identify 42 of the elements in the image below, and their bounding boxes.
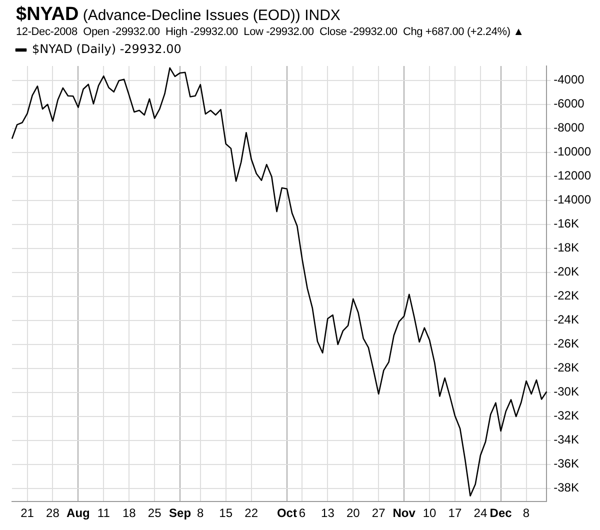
x-tick-label: 21 xyxy=(20,506,34,520)
y-tick-label: -34K xyxy=(554,432,579,447)
legend-label: $NYAD (Daily) -29932.00 xyxy=(32,42,182,56)
x-tick-label: 6 xyxy=(298,506,306,520)
x-tick-label: 8 xyxy=(522,506,530,520)
y-tick-label: -24K xyxy=(554,312,579,327)
x-tick-label: 25 xyxy=(148,506,162,520)
y-tick-label: -4000 xyxy=(554,72,585,87)
x-tick-label: 28 xyxy=(46,506,60,520)
y-tick-label: -16K xyxy=(554,216,579,231)
y-tick-label: -26K xyxy=(554,336,579,351)
y-tick-label: -8000 xyxy=(554,120,585,135)
chart-subtitle: 12-Dec-2008 Open -29932.00 High -29932.00 Low -29932.00 Close -29932.00 Chg +687.00 (+2.24%) ▲ xyxy=(16,26,524,38)
y-tick-label: -30K xyxy=(554,384,579,399)
y-tick-label: -10000 xyxy=(554,144,592,159)
x-tick-label: Oct xyxy=(276,506,297,520)
x-tick-label: 18 xyxy=(122,506,136,520)
x-tick-label: Nov xyxy=(392,506,416,520)
y-tick-label: -12000 xyxy=(554,168,592,183)
y-tick-label: -22K xyxy=(554,288,579,303)
y-tick-label: -32K xyxy=(554,408,579,423)
chart-title: $NYAD (Advance-Decline Issues (EOD)) INDX xyxy=(16,4,340,26)
x-tick-label: 11 xyxy=(97,506,110,520)
y-tick-label: -6000 xyxy=(554,96,585,111)
y-tick-label: -36K xyxy=(554,456,579,471)
x-tick-label: 8 xyxy=(197,506,204,520)
x-tick-label: Dec xyxy=(490,506,512,520)
y-tick-label: -38K xyxy=(554,480,579,495)
x-tick-label: 27 xyxy=(372,506,386,520)
y-tick-label: -28K xyxy=(554,360,579,375)
x-tick-label: 10 xyxy=(422,506,437,520)
x-tick-label: 24 xyxy=(474,506,488,520)
x-tick-label: Aug xyxy=(66,506,90,520)
x-tick-label: Sep xyxy=(169,506,192,520)
y-tick-label: -14000 xyxy=(554,192,592,207)
x-tick-label: 15 xyxy=(219,506,233,520)
x-tick-label: 13 xyxy=(321,506,335,520)
x-tick-label: 20 xyxy=(346,506,360,520)
y-tick-label: -18K xyxy=(554,240,579,255)
x-tick-label: 17 xyxy=(448,506,462,520)
y-tick-label: -20K xyxy=(554,264,579,279)
x-tick-label: 22 xyxy=(244,506,258,520)
